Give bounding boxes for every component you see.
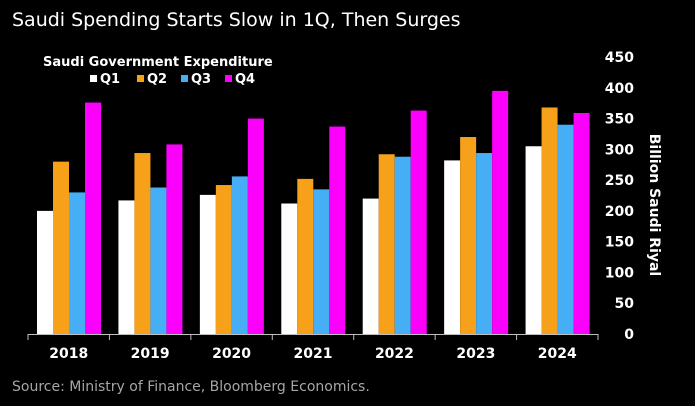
bar-2023-q4	[492, 90, 509, 334]
y-axis-title: Billion Saudi Riyal	[646, 134, 662, 276]
y-tick-label: 250	[605, 173, 634, 189]
source-note: Source: Ministry of Finance, Bloomberg E…	[12, 379, 370, 395]
bar-2018-q3	[69, 192, 85, 334]
y-ticks-group: 0 50 100 150 200 250 300 350 400 450	[605, 50, 634, 343]
bar-2022-q3	[394, 156, 411, 334]
bar-2018-q4	[85, 102, 101, 334]
bar-2024-q2	[541, 107, 558, 334]
bar-2020-q3	[231, 176, 248, 334]
legend-label-q4: Q4	[235, 72, 255, 87]
bar-2023-q1	[444, 160, 461, 334]
legend-swatch-q3	[181, 75, 188, 82]
bar-2021-q3	[313, 189, 330, 334]
legend-label-q3: Q3	[191, 72, 211, 87]
x-tick-label: 2018	[49, 346, 88, 362]
legend-swatch-q2	[137, 75, 144, 82]
bar-2019-q3	[150, 187, 167, 334]
bar-2022-q1	[362, 198, 379, 334]
bar-2023-q3	[476, 153, 493, 334]
x-tick-label: 2021	[294, 346, 333, 362]
legend-swatch-q4	[225, 75, 232, 82]
bar-2019-q1	[118, 200, 135, 334]
legend-swatch-q1	[90, 75, 97, 82]
y-tick-label: 0	[624, 327, 634, 343]
bar-2018-q1	[37, 210, 53, 334]
bar-2019-q2	[134, 153, 151, 334]
x-tick-label: 2023	[456, 346, 495, 362]
y-tick-label: 450	[605, 50, 634, 66]
x-tick-label: 2020	[212, 346, 251, 362]
bar-2020-q2	[215, 185, 232, 334]
bar-2020-q1	[199, 194, 216, 334]
bar-2019-q4	[166, 144, 183, 334]
x-ticks-group: 2018 2019 2020 2021 2022 2023 2024	[27, 334, 599, 362]
x-tick-label: 2022	[375, 346, 414, 362]
y-tick-label: 200	[605, 204, 634, 220]
y-tick-label: 50	[615, 296, 635, 312]
bars-group	[37, 90, 590, 335]
bar-2020-q4	[247, 118, 264, 334]
bar-2022-q4	[410, 110, 427, 334]
bar-2021-q2	[297, 178, 314, 334]
x-tick-label: 2024	[538, 346, 577, 362]
legend-title: Saudi Government Expenditure	[43, 55, 273, 70]
y-tick-label: 150	[605, 235, 634, 251]
y-tick-label: 400	[605, 81, 634, 97]
bar-2018-q2	[53, 161, 69, 334]
bar-2021-q1	[281, 203, 298, 334]
bar-2021-q4	[329, 126, 346, 335]
bar-2024-q1	[525, 146, 542, 334]
legend-label-q1: Q1	[100, 72, 120, 87]
bar-2024-q4	[573, 113, 590, 334]
x-tick-label: 2019	[131, 346, 170, 362]
bar-2023-q2	[460, 137, 477, 334]
y-tick-label: 350	[605, 112, 634, 128]
legend-label-q2: Q2	[147, 72, 167, 87]
legend: Saudi Government Expenditure Q1 Q2 Q3 Q4	[43, 55, 273, 87]
y-tick-label: 300	[605, 142, 634, 158]
bar-2022-q2	[378, 154, 395, 334]
y-tick-label: 100	[605, 265, 634, 281]
chart-title: Saudi Spending Starts Slow in 1Q, Then S…	[12, 9, 461, 31]
bar-2024-q3	[557, 124, 574, 334]
